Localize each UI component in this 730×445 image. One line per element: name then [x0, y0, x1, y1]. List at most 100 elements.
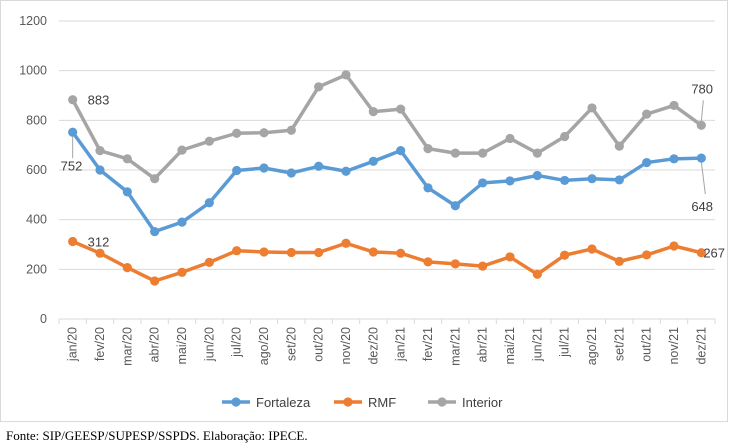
x-tick-label: mar/21: [448, 327, 462, 366]
data-point: [286, 168, 296, 178]
data-point: [368, 247, 378, 257]
data-point: [95, 165, 105, 175]
data-point: [204, 136, 214, 146]
x-tick-label: abr/21: [476, 327, 490, 362]
data-point: [423, 257, 433, 267]
x-tick-label: jul/20: [230, 327, 244, 358]
x-tick-label: ago/21: [585, 327, 599, 365]
data-point: [232, 246, 242, 256]
data-point: [614, 256, 624, 266]
data-point: [450, 148, 460, 158]
data-label: 752: [61, 158, 83, 173]
data-point: [642, 157, 652, 168]
data-point: [68, 95, 78, 105]
data-point: [286, 125, 296, 135]
data-point: [259, 247, 269, 257]
data-point: [614, 141, 624, 151]
data-point: [560, 131, 570, 142]
x-tick-label: abr/20: [148, 327, 162, 362]
data-point: [560, 175, 570, 186]
data-label: 267: [703, 246, 725, 261]
data-point: [150, 174, 160, 184]
data-point: [587, 174, 597, 184]
data-point: [259, 128, 269, 138]
data-point: [95, 248, 105, 258]
x-tick-label: fev/21: [421, 327, 435, 361]
x-tick-label: mai/20: [175, 327, 189, 365]
x-tick-label: ago/20: [257, 327, 271, 365]
y-tick-label: 1200: [19, 14, 47, 28]
leader-line: [700, 162, 706, 195]
data-point: [341, 70, 351, 80]
x-tick-label: jan/21: [394, 327, 408, 362]
legend-label: Fortaleza: [256, 395, 311, 410]
data-point: [314, 161, 324, 171]
data-point: [614, 175, 624, 185]
data-label: 648: [691, 199, 713, 214]
data-point: [232, 128, 242, 138]
y-tick-label: 200: [26, 262, 47, 276]
data-point: [396, 248, 406, 258]
x-tick-label: fev/20: [93, 327, 107, 361]
data-point: [177, 267, 187, 277]
data-point: [314, 247, 324, 258]
x-tick-label: set/21: [612, 327, 626, 361]
data-point: [587, 103, 597, 113]
legend-marker: [437, 397, 447, 407]
data-point: [204, 198, 214, 208]
data-point: [368, 107, 378, 117]
data-point: [177, 145, 187, 155]
x-tick-label: dez/21: [694, 327, 708, 365]
data-point: [505, 176, 515, 186]
x-tick-label: jun/20: [202, 327, 216, 362]
legend-marker: [343, 397, 353, 407]
data-point: [450, 201, 460, 211]
source-note: Fonte: SIP/GEESP/SUPESP/SSPDS. Elaboraçã…: [6, 428, 308, 443]
data-point: [396, 146, 406, 156]
data-point: [204, 257, 214, 267]
y-tick-label: 1000: [19, 64, 47, 78]
x-tick-label: jun/21: [530, 327, 544, 362]
series-line-fortaleza: [70, 130, 704, 234]
data-point: [150, 276, 160, 286]
data-point: [177, 217, 187, 227]
chart-frame: 0 200 400 600 800 1000 1200 jan/20 fev/20 mar/20 a…: [0, 0, 728, 422]
data-point: [341, 166, 351, 176]
data-point: [122, 187, 132, 197]
y-tick-label: 400: [26, 213, 47, 227]
data-point: [423, 144, 433, 154]
data-point: [505, 133, 515, 144]
x-tick-label: out/21: [640, 327, 654, 362]
data-point: [696, 153, 706, 163]
data-point: [286, 247, 296, 258]
series-line-interior: [70, 73, 704, 181]
data-point: [642, 250, 652, 260]
data-point: [478, 148, 488, 158]
data-label: 780: [691, 81, 713, 96]
data-point: [368, 156, 378, 166]
leader-line: [700, 100, 704, 122]
data-point: [314, 82, 324, 92]
data-point: [587, 244, 597, 254]
data-label: 312: [88, 235, 110, 250]
data-point: [505, 252, 515, 262]
data-point: [669, 100, 679, 111]
legend-label: RMF: [368, 395, 396, 410]
data-point: [423, 183, 433, 193]
data-point: [341, 238, 351, 248]
data-point: [95, 146, 105, 156]
line-chart: 0 200 400 600 800 1000 1200 jan/20 fev/20 mar/20 a…: [19, 14, 725, 410]
data-label: 883: [88, 93, 110, 108]
data-point: [259, 163, 269, 173]
data-point: [478, 178, 488, 188]
data-point: [669, 241, 679, 251]
data-point: [696, 248, 706, 258]
x-tick-label: dez/20: [366, 327, 380, 365]
data-point: [396, 104, 406, 114]
x-tick-label: out/20: [312, 327, 326, 362]
x-tick-label: mai/21: [503, 327, 517, 365]
y-tick-label: 800: [26, 113, 47, 127]
x-tick-label: jan/20: [66, 327, 80, 362]
data-point: [150, 226, 160, 237]
data-point: [232, 165, 242, 176]
